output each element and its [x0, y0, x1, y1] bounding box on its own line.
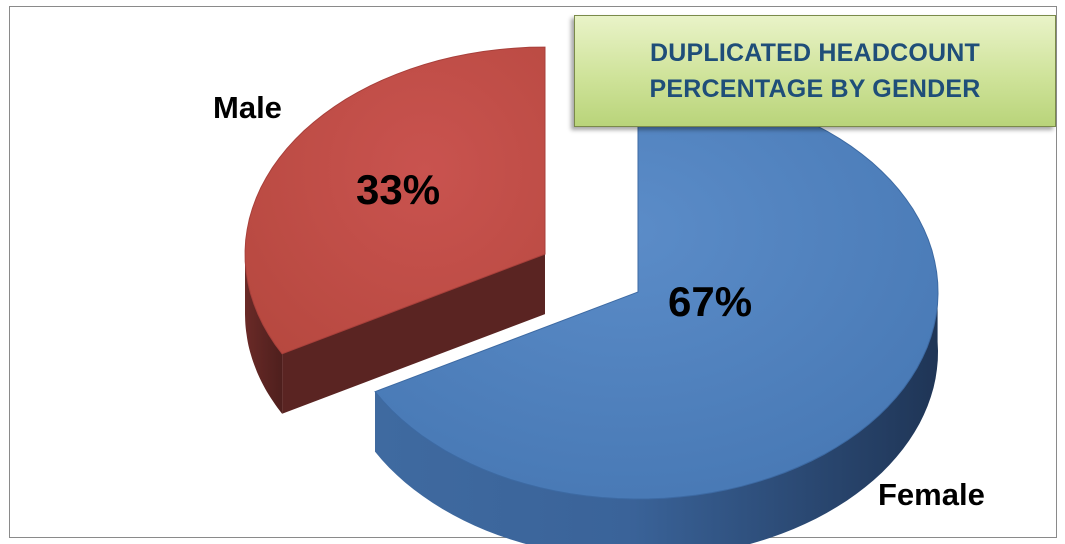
chart-title: DUPLICATED HEADCOUNT PERCENTAGE BY GENDE… [649, 39, 981, 103]
slice-male [244, 46, 546, 355]
chart-title-box: DUPLICATED HEADCOUNT PERCENTAGE BY GENDE… [574, 15, 1056, 127]
slice-male-front-face [282, 254, 545, 414]
slice-female-side [375, 281, 938, 544]
slice-female [374, 84, 939, 500]
category-label-female: Female [878, 477, 985, 512]
category-label-male: Male [213, 90, 282, 125]
data-label-female: 67% [668, 278, 753, 325]
slice-male-side [245, 254, 283, 414]
data-label-male: 33% [356, 166, 441, 213]
